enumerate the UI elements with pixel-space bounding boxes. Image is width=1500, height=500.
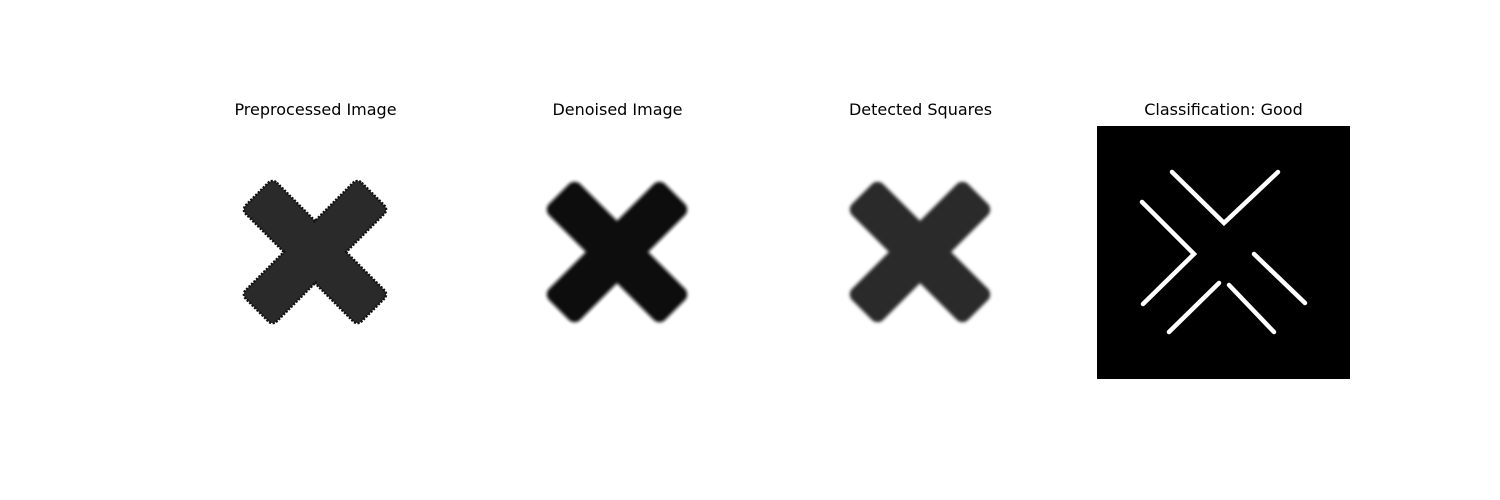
- edge-line-bottom-left: [1166, 280, 1222, 335]
- preprocessed-x-image: [242, 179, 388, 325]
- panel-detected: Detected Squares: [794, 100, 1047, 379]
- denoised-x-image: [546, 181, 688, 323]
- panel-title-denoised: Denoised Image: [552, 100, 683, 119]
- classification-background: [1097, 126, 1350, 379]
- panel-preprocessed: Preprocessed Image: [189, 100, 442, 379]
- detected-x-image: [849, 181, 991, 323]
- panel-title-classification: Classification: Good: [1144, 100, 1303, 119]
- edge-line-top: [1169, 169, 1281, 227]
- panel-classification: Classification: Good: [1097, 100, 1350, 379]
- edge-line-bottom-right: [1226, 282, 1277, 335]
- edge-lines: [1139, 169, 1308, 335]
- edge-line-left: [1139, 199, 1198, 307]
- panel-title-detected: Detected Squares: [848, 100, 993, 119]
- classification-edges-image: [1097, 126, 1350, 379]
- panel-denoised: Denoised Image: [491, 100, 744, 379]
- edge-line-right: [1251, 251, 1308, 306]
- panel-title-preprocessed: Preprocessed Image: [234, 100, 397, 119]
